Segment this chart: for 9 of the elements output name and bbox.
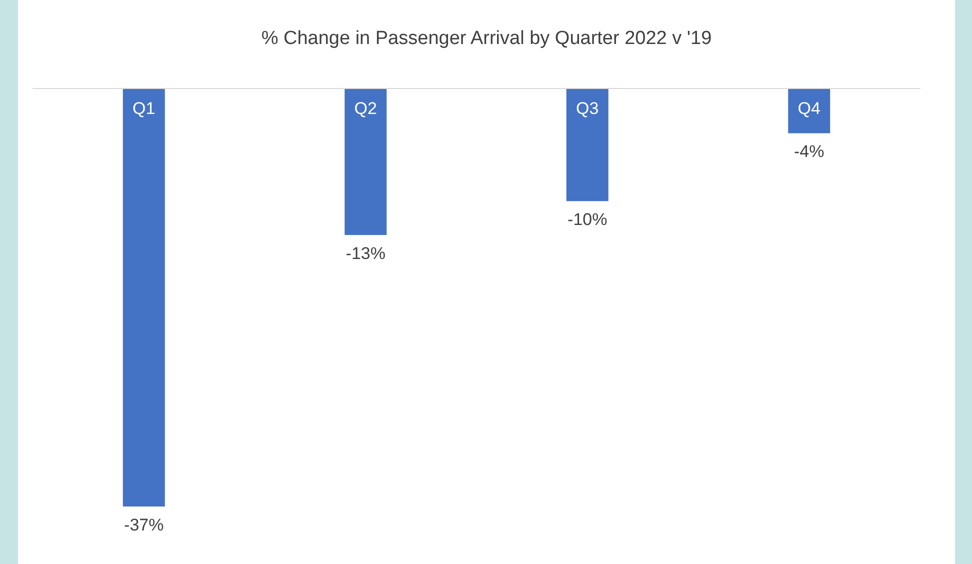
data-label: -37% xyxy=(124,516,164,535)
chart-title: % Change in Passenger Arrival by Quarter 2022 v '19 xyxy=(261,28,712,49)
data-label: -10% xyxy=(568,210,608,230)
x-tick-label: Q4 xyxy=(798,99,820,118)
x-tick-label: Q3 xyxy=(576,99,599,118)
data-label: -4% xyxy=(794,142,824,162)
data-label: -13% xyxy=(346,244,386,264)
x-tick-label: Q1 xyxy=(132,99,156,118)
x-tick-label: Q2 xyxy=(354,99,377,118)
